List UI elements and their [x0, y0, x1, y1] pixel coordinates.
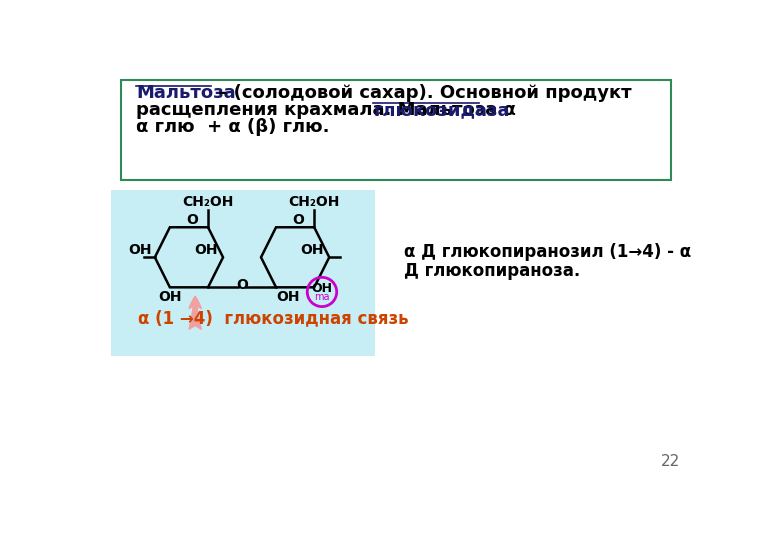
Text: OH: OH — [158, 291, 182, 305]
Text: OH: OH — [311, 281, 332, 295]
Text: CH₂OH: CH₂OH — [289, 195, 340, 209]
Text: ma: ma — [314, 292, 330, 302]
Text: O: O — [236, 278, 248, 292]
Text: OH: OH — [300, 242, 324, 256]
Text: OH: OH — [277, 291, 300, 305]
Text: 22: 22 — [661, 454, 680, 469]
Text: Д глюкопираноза.: Д глюкопираноза. — [403, 262, 580, 280]
Text: O: O — [186, 213, 198, 226]
FancyBboxPatch shape — [112, 190, 375, 356]
Text: O: O — [292, 213, 304, 226]
Text: CH₂OH: CH₂OH — [183, 195, 234, 209]
Text: α Д глюкопиранозил (1→4) - α: α Д глюкопиранозил (1→4) - α — [403, 244, 691, 261]
Text: OH: OH — [128, 242, 152, 256]
Text: OH: OH — [194, 242, 218, 256]
Text: расщепления крахмала. Мальтоза α: расщепления крахмала. Мальтоза α — [136, 101, 523, 119]
Text: – (солодовой сахар). Основной продукт: – (солодовой сахар). Основной продукт — [212, 84, 632, 102]
FancyBboxPatch shape — [121, 80, 671, 180]
Text: глюкозидаза: глюкозидаза — [374, 101, 510, 119]
Text: α глю  + α (β) глю.: α глю + α (β) глю. — [136, 118, 330, 136]
Text: Мальтоза: Мальтоза — [136, 84, 236, 102]
Text: α (1 →4)  глюкозидная связь: α (1 →4) глюкозидная связь — [138, 309, 409, 328]
